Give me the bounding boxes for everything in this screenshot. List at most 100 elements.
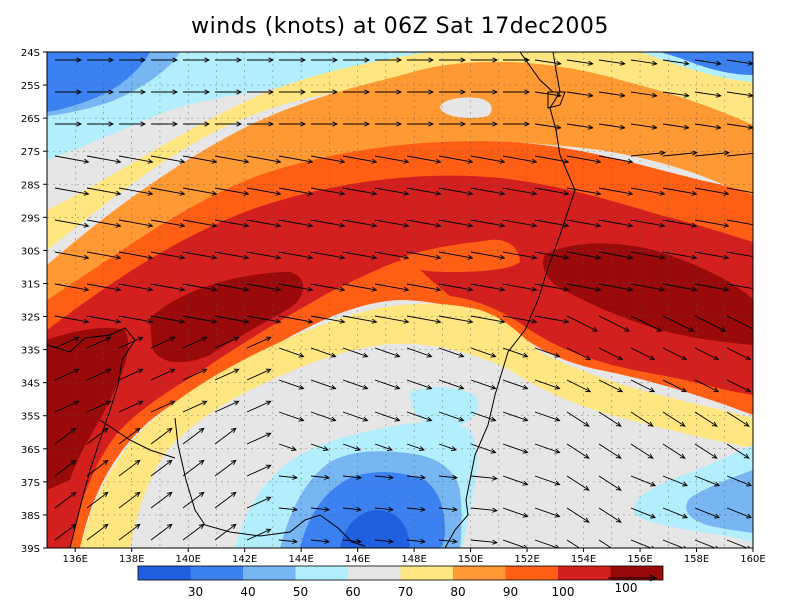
wind-arrow — [598, 251, 633, 259]
coastline-segment — [47, 327, 136, 548]
wind-arrow — [662, 411, 686, 427]
wind-arrow — [246, 283, 281, 291]
legend-tick-label: 70 — [398, 585, 413, 599]
wind-arrow-head — [140, 121, 147, 127]
wind-arrow-head — [243, 158, 250, 164]
wind-arrow — [214, 460, 237, 477]
wind-arrow — [662, 443, 686, 459]
wind-arrow — [438, 507, 457, 511]
wind-arrow — [630, 123, 657, 129]
wind-arrow — [438, 219, 473, 227]
wind-arrow — [662, 91, 689, 97]
lat-label: 24S — [21, 48, 40, 59]
wind-arrow-head — [300, 121, 307, 127]
lat-label: 39S — [21, 544, 40, 555]
wind-arrow — [534, 219, 569, 227]
wind-arrow-head — [275, 286, 282, 292]
wind-arrow — [406, 187, 441, 195]
wind-arrow-head — [204, 121, 211, 127]
wind-arrow — [150, 155, 185, 163]
wind-arrow-head — [420, 538, 426, 544]
wind-arrow-head — [307, 158, 314, 164]
wind-arrow — [214, 315, 249, 323]
wind-arrow — [694, 251, 729, 259]
wind-arrow — [630, 59, 657, 65]
wind-arrow-head — [73, 400, 80, 406]
wind-arrow — [310, 315, 345, 323]
wind-arrow-head — [587, 124, 594, 130]
wind-arrow — [470, 187, 505, 195]
wind-arrow-head — [619, 124, 626, 130]
wind-arrow-head — [292, 506, 298, 512]
contour-band — [80, 303, 753, 548]
legend-tick-label: 100 — [552, 585, 575, 599]
wind-arrow — [118, 428, 141, 445]
wind-arrow — [438, 539, 457, 543]
wind-arrow — [118, 251, 153, 259]
wind-arrow — [470, 507, 497, 512]
wind-arrow — [310, 283, 345, 291]
wind-arrow-head — [428, 89, 435, 95]
wind-arrow-head — [426, 416, 433, 422]
wind-arrow-head — [587, 92, 594, 98]
wind-arrow-head — [105, 400, 112, 406]
wind-arrow-head — [307, 318, 314, 324]
wind-arrow-head — [651, 60, 658, 66]
wind-arrow-head — [371, 254, 378, 260]
wind-arrow-head — [236, 57, 243, 63]
wind-arrow-head — [650, 513, 657, 519]
wind-arrow — [374, 539, 393, 543]
wind-arrow — [54, 400, 79, 413]
lat-label: 37S — [21, 478, 40, 489]
wind-arrow-head — [268, 89, 275, 95]
wind-arrow-head — [499, 190, 506, 196]
wind-arrow-head — [83, 286, 90, 292]
wind-arrow — [566, 507, 590, 523]
wind-arrow-head — [452, 506, 458, 512]
wind-arrow-head — [458, 352, 465, 358]
wind-arrow-head — [115, 286, 122, 292]
wind-arrow-head — [711, 453, 718, 459]
wind-arrow-head — [115, 158, 122, 164]
wind-arrow-head — [166, 491, 173, 498]
wind-arrow — [150, 492, 173, 509]
wind-arrow-head — [650, 481, 657, 487]
wind-arrow-head — [179, 190, 186, 196]
wind-arrow — [598, 283, 633, 291]
wind-arrow-head — [204, 57, 211, 63]
wind-arrow-head — [691, 286, 698, 292]
wind-arrow — [278, 379, 304, 390]
wind-arrow — [502, 539, 528, 548]
wind-arrow — [374, 507, 393, 511]
wind-arrow — [534, 411, 560, 422]
wind-arrow — [246, 400, 271, 413]
wind-arrow-head — [83, 222, 90, 228]
wind-arrow-head — [756, 223, 761, 227]
wind-arrow-head — [339, 254, 346, 260]
wind-arrow — [694, 59, 721, 65]
wind-arrow — [662, 315, 694, 332]
wind-arrow-head — [682, 513, 689, 519]
wind-arrow — [246, 432, 271, 445]
wind-arrow — [470, 379, 496, 390]
wind-arrow-head — [403, 190, 410, 196]
wind-arrow — [86, 492, 109, 509]
wind-arrow-head — [715, 60, 722, 66]
wind-arrow-head — [339, 318, 346, 324]
legend-tick-label: 30 — [188, 585, 203, 599]
wind-arrow — [406, 315, 441, 323]
wind-arrow — [662, 219, 697, 227]
lat-label: 26S — [21, 114, 40, 125]
wind-arrow-head — [292, 538, 298, 544]
wind-arrow — [86, 368, 111, 381]
wind-arrow-head — [204, 89, 211, 95]
wind-arrow — [470, 155, 505, 163]
wind-arrow — [86, 187, 121, 195]
wind-arrow — [566, 219, 601, 227]
wind-arrow-head — [435, 222, 442, 228]
wind-arrow-head — [420, 474, 426, 480]
wind-arrow — [470, 283, 505, 291]
wind-arrow — [374, 251, 409, 259]
wind-arrow-head — [745, 387, 752, 393]
legend-swatch — [348, 566, 401, 580]
